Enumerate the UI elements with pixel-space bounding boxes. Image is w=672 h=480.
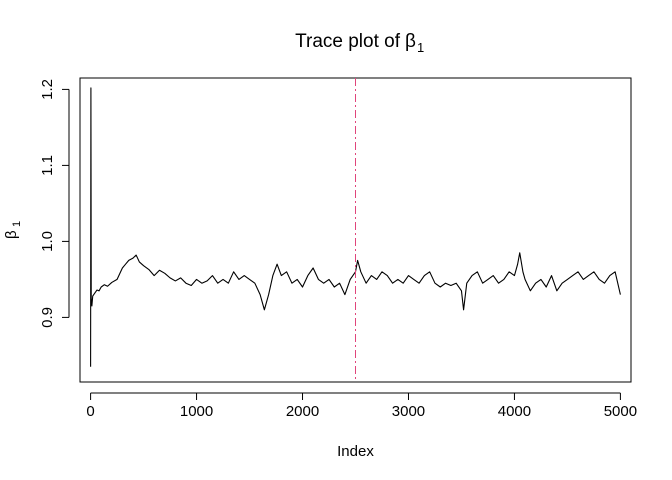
x-axis: 0 1000 2000 3000 4000 5000 bbox=[86, 392, 637, 420]
x-tick-label: 2000 bbox=[286, 403, 319, 420]
y-tick-label: 1.2 bbox=[39, 79, 56, 100]
chart-title-text: Trace plot of bbox=[295, 31, 401, 52]
y-tick-label: 1.1 bbox=[39, 155, 56, 176]
x-tick-label: 0 bbox=[86, 403, 94, 420]
chart-title-beta-symbol: β bbox=[405, 31, 416, 52]
x-tick-label: 4000 bbox=[498, 403, 531, 420]
chart-title: Trace plot of β 1 bbox=[295, 31, 424, 55]
x-axis-label: Index bbox=[337, 443, 374, 460]
y-axis-label-beta-symbol: β bbox=[3, 230, 20, 239]
plot-marks bbox=[90, 78, 621, 382]
trace-series-line bbox=[90, 87, 621, 367]
x-tick-label: 1000 bbox=[180, 403, 213, 420]
y-tick-label: 1.0 bbox=[39, 231, 56, 252]
x-tick-label: 3000 bbox=[392, 403, 425, 420]
chart-title-subscript: 1 bbox=[417, 40, 424, 55]
y-tick-label: 0.9 bbox=[39, 307, 56, 328]
y-axis: 0.9 1.0 1.1 1.2 bbox=[39, 79, 70, 328]
y-axis-label-subscript: 1 bbox=[11, 221, 23, 227]
y-axis-label: β 1 bbox=[3, 221, 23, 239]
x-tick-label: 5000 bbox=[604, 403, 637, 420]
